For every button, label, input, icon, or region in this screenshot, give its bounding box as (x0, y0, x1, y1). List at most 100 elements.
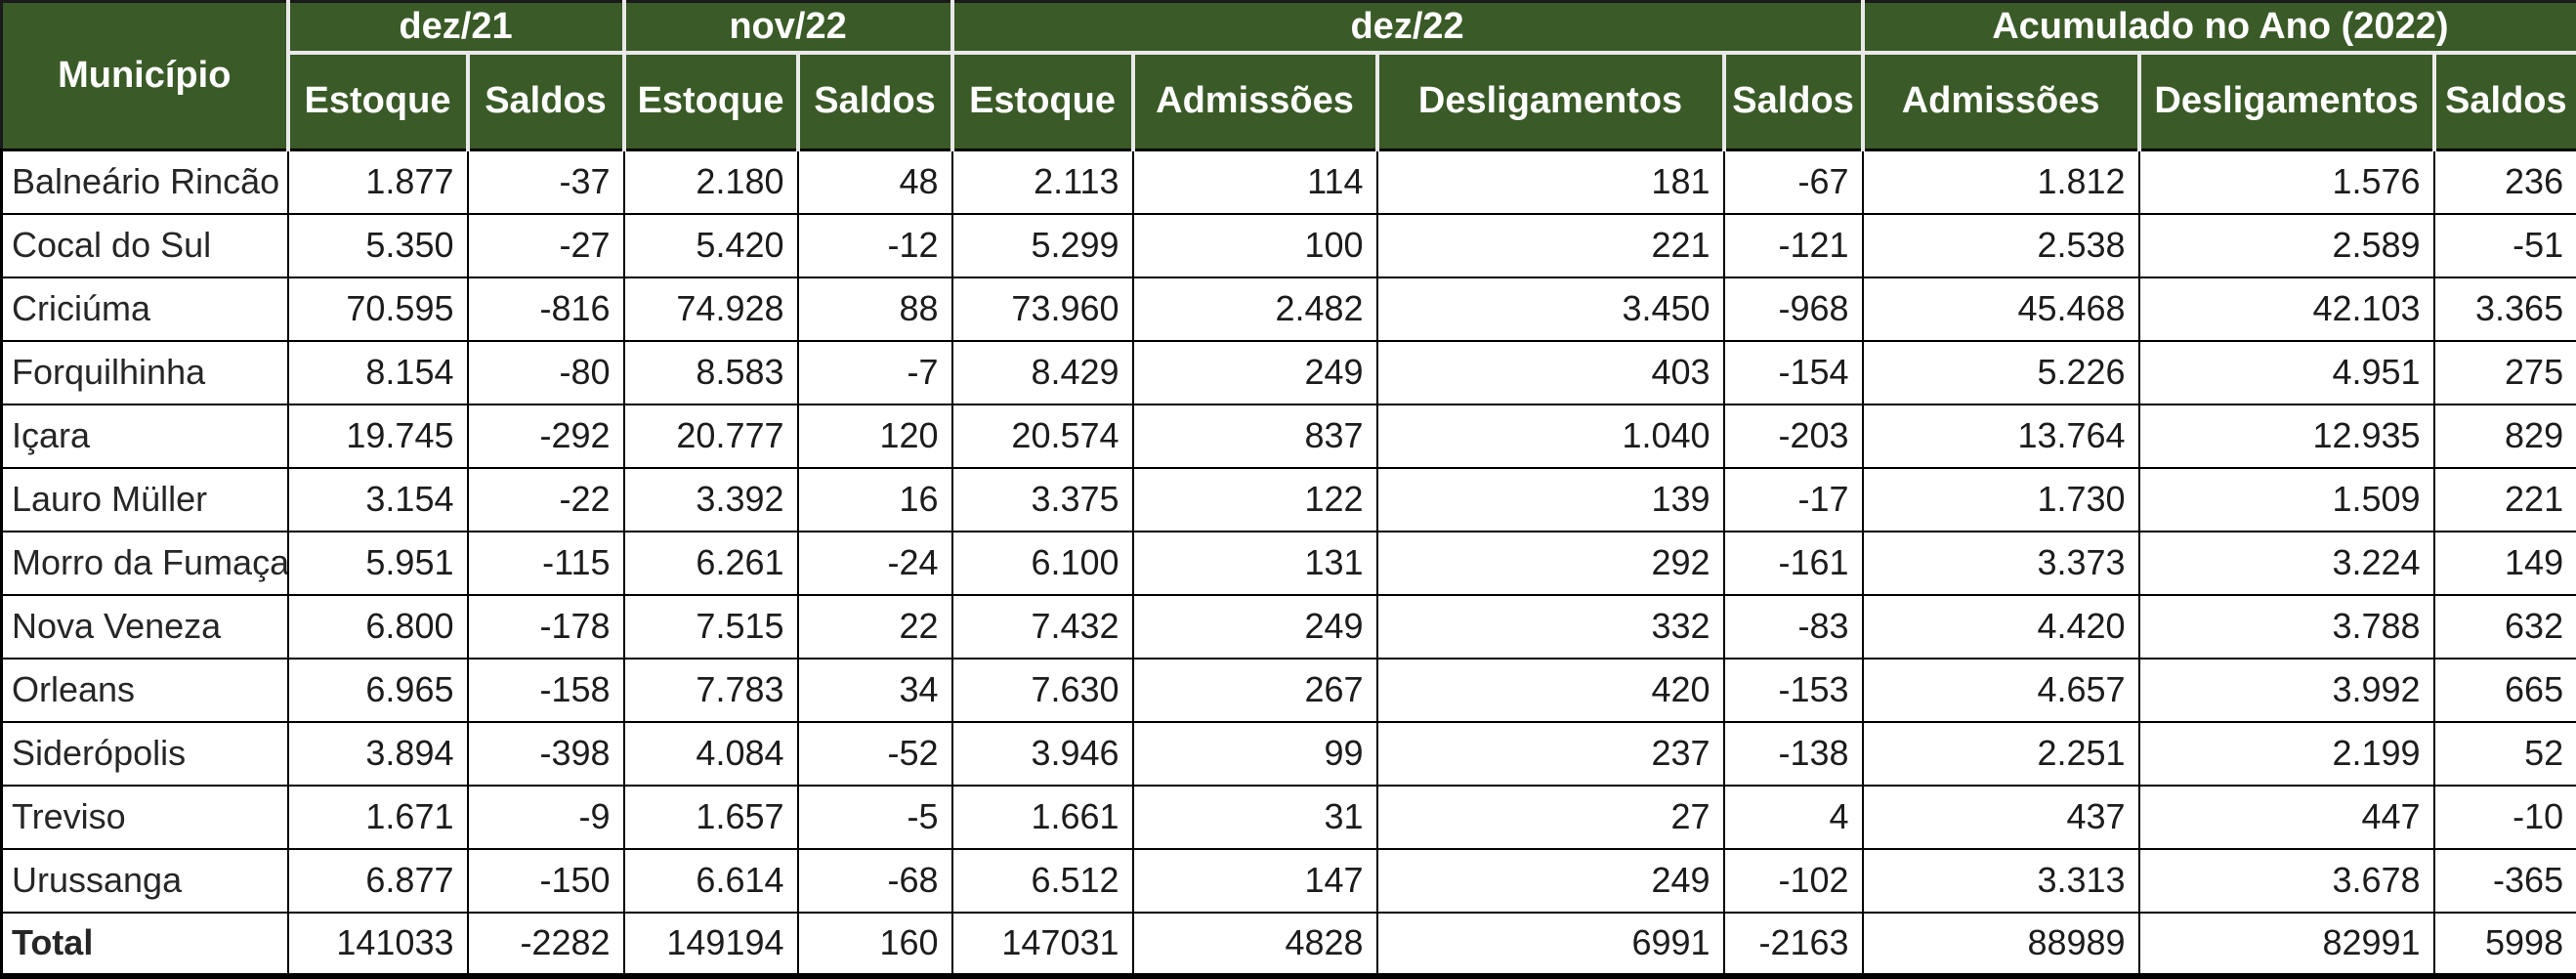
value-cell: -80 (468, 341, 624, 404)
value-cell: -203 (1724, 404, 1863, 468)
subheader-acumulado-admissoes: Admissões (1863, 53, 2139, 150)
value-cell: 221 (1377, 214, 1724, 277)
value-cell: 4.420 (1863, 595, 2139, 659)
value-cell: 147 (1133, 849, 1377, 913)
value-cell: 3.992 (2139, 659, 2434, 722)
value-cell: 160 (798, 913, 952, 976)
value-cell: 3.450 (1377, 277, 1724, 341)
value-cell: 829 (2434, 404, 2576, 468)
value-cell: 1.730 (1863, 468, 2139, 532)
value-cell: -398 (468, 722, 624, 786)
value-cell: 20.574 (952, 404, 1133, 468)
value-cell: -154 (1724, 341, 1863, 404)
value-cell: 88 (798, 277, 952, 341)
value-cell: 131 (1133, 532, 1377, 595)
value-cell: 3.946 (952, 722, 1133, 786)
value-cell: 332 (1377, 595, 1724, 659)
value-cell: 5.951 (288, 532, 468, 595)
value-cell: 2.251 (1863, 722, 2139, 786)
value-cell: 3.894 (288, 722, 468, 786)
value-cell: 7.515 (624, 595, 798, 659)
group-header-acumulado-2022: Acumulado no Ano (2022) (1863, 2, 2576, 53)
total-label-cell: Total (2, 913, 288, 976)
value-cell: 249 (1133, 595, 1377, 659)
value-cell: 4828 (1133, 913, 1377, 976)
value-cell: 1.657 (624, 786, 798, 849)
value-cell: 1.812 (1863, 150, 2139, 214)
municipio-cell: Lauro Müller (2, 468, 288, 532)
value-cell: 420 (1377, 659, 1724, 722)
subheader-dez21-saldos: Saldos (468, 53, 624, 150)
value-cell: 73.960 (952, 277, 1133, 341)
value-cell: 437 (1863, 786, 2139, 849)
value-cell: 6.614 (624, 849, 798, 913)
value-cell: 3.313 (1863, 849, 2139, 913)
value-cell: 20.777 (624, 404, 798, 468)
value-cell: 249 (1133, 341, 1377, 404)
value-cell: 6.800 (288, 595, 468, 659)
value-cell: 13.764 (1863, 404, 2139, 468)
value-cell: 34 (798, 659, 952, 722)
value-cell: -2163 (1724, 913, 1863, 976)
value-cell: 5.226 (1863, 341, 2139, 404)
value-cell: 1.509 (2139, 468, 2434, 532)
value-cell: -37 (468, 150, 624, 214)
municipio-cell: Cocal do Sul (2, 214, 288, 277)
value-cell: -161 (1724, 532, 1863, 595)
value-cell: 3.224 (2139, 532, 2434, 595)
value-cell: 665 (2434, 659, 2576, 722)
value-cell: 3.392 (624, 468, 798, 532)
subheader-nov22-estoque: Estoque (624, 53, 798, 150)
value-cell: -292 (468, 404, 624, 468)
value-cell: 237 (1377, 722, 1724, 786)
subheader-nov22-saldos: Saldos (798, 53, 952, 150)
value-cell: 221 (2434, 468, 2576, 532)
value-cell: 1.877 (288, 150, 468, 214)
value-cell: 45.468 (1863, 277, 2139, 341)
municipio-cell: Criciúma (2, 277, 288, 341)
municipio-cell: Nova Veneza (2, 595, 288, 659)
value-cell: 2.538 (1863, 214, 2139, 277)
municipio-cell: Balneário Rincão (2, 150, 288, 214)
value-cell: 7.630 (952, 659, 1133, 722)
municipio-cell: Urussanga (2, 849, 288, 913)
value-cell: 82991 (2139, 913, 2434, 976)
value-cell: 3.365 (2434, 277, 2576, 341)
value-cell: 99 (1133, 722, 1377, 786)
value-cell: -52 (798, 722, 952, 786)
value-cell: 181 (1377, 150, 1724, 214)
value-cell: -9 (468, 786, 624, 849)
value-cell: -7 (798, 341, 952, 404)
value-cell: -5 (798, 786, 952, 849)
value-cell: 3.373 (1863, 532, 2139, 595)
value-cell: 632 (2434, 595, 2576, 659)
group-header-nov22: nov/22 (624, 2, 952, 53)
table-header: Município dez/21 nov/22 dez/22 Acumulado… (2, 2, 2576, 150)
value-cell: 2.589 (2139, 214, 2434, 277)
value-cell: -968 (1724, 277, 1863, 341)
value-cell: 3.375 (952, 468, 1133, 532)
subheader-dez22-estoque: Estoque (952, 53, 1133, 150)
value-cell: 3.154 (288, 468, 468, 532)
value-cell: 19.745 (288, 404, 468, 468)
subheader-dez22-desligamentos: Desligamentos (1377, 53, 1724, 150)
value-cell: 5.420 (624, 214, 798, 277)
value-cell: -51 (2434, 214, 2576, 277)
value-cell: 88989 (1863, 913, 2139, 976)
value-cell: 141033 (288, 913, 468, 976)
municipio-cell: Içara (2, 404, 288, 468)
value-cell: 2.113 (952, 150, 1133, 214)
value-cell: 16 (798, 468, 952, 532)
value-cell: 22 (798, 595, 952, 659)
value-cell: 52 (2434, 722, 2576, 786)
value-cell: 6.512 (952, 849, 1133, 913)
value-cell: 6991 (1377, 913, 1724, 976)
value-cell: 4.951 (2139, 341, 2434, 404)
